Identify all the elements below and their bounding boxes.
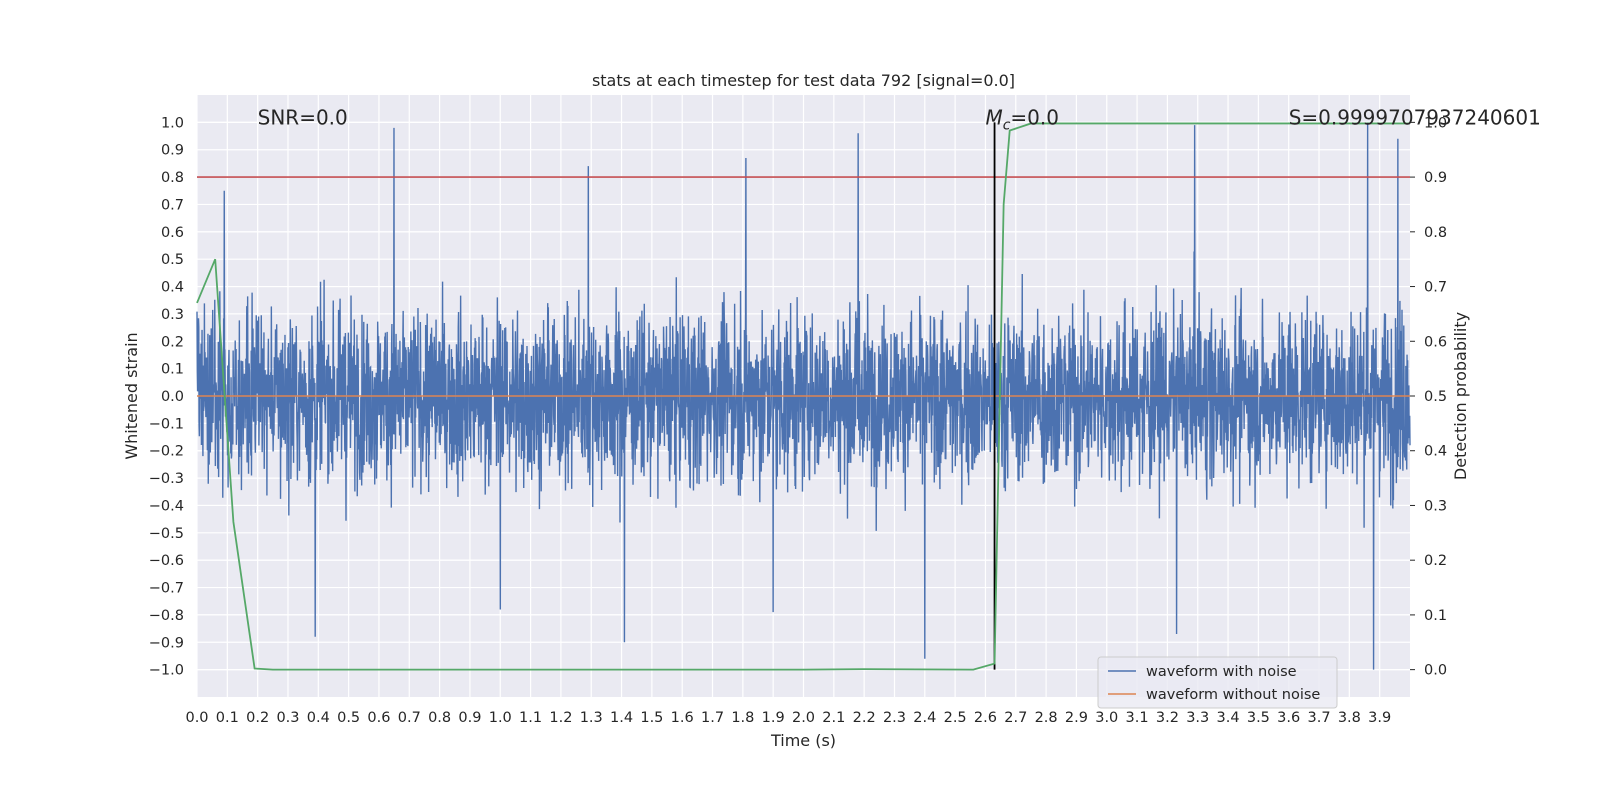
y-tick-label: 0.8 bbox=[161, 170, 184, 186]
mc-symbol: M bbox=[985, 105, 1002, 129]
x-tick-label: 3.8 bbox=[1338, 710, 1361, 726]
x-tick-label: 1.5 bbox=[640, 710, 663, 726]
x-tick-label: 3.0 bbox=[1095, 710, 1118, 726]
x-tick-label: 3.5 bbox=[1247, 710, 1270, 726]
y-tick-label: 1.0 bbox=[161, 115, 184, 131]
x-tick-label: 1.9 bbox=[762, 710, 785, 726]
mc-subscript: c bbox=[1003, 117, 1011, 133]
legend: waveform with noise waveform without noi… bbox=[1097, 656, 1338, 709]
series-detection-probability bbox=[196, 122, 1410, 671]
x-tick-label: 1.3 bbox=[580, 710, 603, 726]
series-layer bbox=[196, 122, 1411, 671]
y2-tick-label: 0.3 bbox=[1424, 498, 1447, 514]
snr-annotation: SNR=0.0 bbox=[258, 105, 348, 129]
x-tick-label: 2.5 bbox=[944, 710, 967, 726]
x-tick-label: 3.6 bbox=[1277, 710, 1300, 726]
y2-tick-label: 0.4 bbox=[1424, 444, 1447, 460]
y-tick-label: −0.7 bbox=[149, 581, 184, 597]
y2-tick-label: 0.7 bbox=[1424, 280, 1447, 296]
y-tick-label: 0.4 bbox=[161, 280, 184, 296]
y-tick-label: −0.4 bbox=[149, 498, 184, 514]
x-tick-label: 2.4 bbox=[913, 710, 936, 726]
x-tick-label: 2.0 bbox=[792, 710, 815, 726]
mc-value: =0.0 bbox=[1010, 105, 1059, 129]
y-tick-label: −0.8 bbox=[149, 608, 184, 624]
y-tick-label: 0.6 bbox=[161, 225, 184, 241]
y2-tick-label: 0.6 bbox=[1424, 334, 1447, 350]
y-tick-label: 0.7 bbox=[161, 197, 184, 213]
legend-entry-noise: waveform with noise bbox=[1146, 664, 1297, 680]
y2-tick-label: 0.2 bbox=[1424, 553, 1447, 569]
y2-tick-label: 0.9 bbox=[1424, 170, 1447, 186]
y2-tick-label: 0.8 bbox=[1424, 225, 1447, 241]
y-tick-label: −0.3 bbox=[149, 471, 184, 487]
x-tick-label: 3.7 bbox=[1307, 710, 1330, 726]
x-tick-label: 3.9 bbox=[1368, 710, 1391, 726]
x-tick-label: 1.0 bbox=[489, 710, 512, 726]
legend-entry-clean: waveform without noise bbox=[1146, 687, 1320, 703]
x-tick-label: 2.6 bbox=[974, 710, 997, 726]
ticks: 0.0 0.1 0.2 0.3 0.4 0.5 0.6 0.7 0.8 0.9 1.0 1.1 1.2 1… bbox=[149, 115, 1447, 726]
y-axis-label: Whitened strain bbox=[122, 332, 141, 459]
y-tick-label: 0.1 bbox=[161, 362, 184, 378]
y-tick-label: 0.3 bbox=[161, 307, 184, 323]
x-tick-label: 2.9 bbox=[1065, 710, 1088, 726]
x-tick-label: 1.7 bbox=[701, 710, 724, 726]
y-tick-label: −1.0 bbox=[149, 663, 184, 679]
x-tick-label: 2.7 bbox=[1004, 710, 1027, 726]
y-tick-label: 0.5 bbox=[161, 252, 184, 268]
y-tick-label: −0.9 bbox=[149, 635, 184, 651]
y2-tick-label: 0.5 bbox=[1424, 389, 1447, 405]
x-tick-label: 1.4 bbox=[610, 710, 633, 726]
x-tick-label: 2.1 bbox=[822, 710, 845, 726]
x-tick-label: 0.5 bbox=[337, 710, 360, 726]
x-tick-label: 0.7 bbox=[398, 710, 421, 726]
x-tick-label: 0.6 bbox=[367, 710, 390, 726]
x-tick-label: 2.3 bbox=[883, 710, 906, 726]
y2-axis-label: Detection probability bbox=[1451, 312, 1470, 480]
x-tick-label: 1.8 bbox=[731, 710, 754, 726]
y-tick-label: 0.9 bbox=[161, 143, 184, 159]
score-annotation: S=0.9999707937240601 bbox=[1289, 105, 1541, 129]
x-tick-label: 2.2 bbox=[853, 710, 876, 726]
x-tick-label: 0.8 bbox=[428, 710, 451, 726]
y-tick-label: −0.1 bbox=[149, 416, 184, 432]
x-tick-label: 0.2 bbox=[246, 710, 269, 726]
x-tick-label: 3.3 bbox=[1186, 710, 1209, 726]
x-tick-label: 3.4 bbox=[1217, 710, 1240, 726]
series-waveform-with-noise bbox=[196, 122, 1411, 670]
x-tick-label: 0.9 bbox=[458, 710, 481, 726]
y2-tick-label: 1.0 bbox=[1424, 115, 1447, 131]
x-tick-label: 1.6 bbox=[671, 710, 694, 726]
x-tick-label: 3.2 bbox=[1156, 710, 1179, 726]
x-tick-label: 0.0 bbox=[185, 710, 208, 726]
x-tick-label: 0.4 bbox=[307, 710, 330, 726]
mc-annotation: Mc=0.0 bbox=[985, 105, 1059, 133]
y-tick-label: −0.2 bbox=[149, 444, 184, 460]
x-tick-label: 3.1 bbox=[1126, 710, 1149, 726]
y-tick-label: 0.0 bbox=[161, 389, 184, 405]
chart-title: stats at each timestep for test data 792… bbox=[592, 71, 1015, 90]
y2-tick-label: 0.1 bbox=[1424, 608, 1447, 624]
y2-tick-label: 0.0 bbox=[1424, 663, 1447, 679]
x-tick-label: 1.1 bbox=[519, 710, 542, 726]
x-axis-label: Time (s) bbox=[770, 731, 836, 750]
y-tick-label: −0.6 bbox=[149, 553, 184, 569]
x-tick-label: 2.8 bbox=[1035, 710, 1058, 726]
y-tick-label: 0.2 bbox=[161, 334, 184, 350]
x-tick-label: 0.1 bbox=[216, 710, 239, 726]
legend-box bbox=[1097, 656, 1338, 709]
x-tick-label: 0.3 bbox=[276, 710, 299, 726]
y-tick-label: −0.5 bbox=[149, 526, 184, 542]
x-tick-label: 1.2 bbox=[549, 710, 572, 726]
